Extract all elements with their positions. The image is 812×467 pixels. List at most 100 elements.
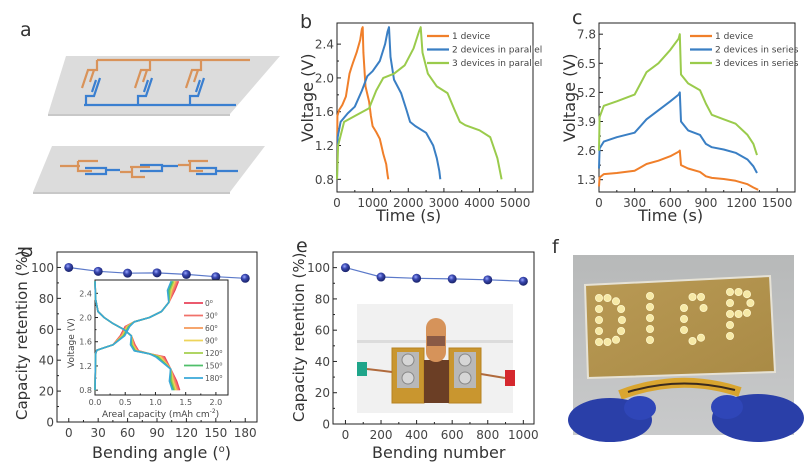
legend-label: 150o	[205, 362, 222, 371]
legend-label: 30o	[205, 312, 218, 321]
led	[726, 309, 735, 318]
series-b	[336, 26, 503, 180]
x-tick-label: 2000	[393, 196, 424, 210]
y-tick-label: 1.2	[315, 139, 334, 153]
legend-label: 90o	[205, 337, 218, 346]
led	[612, 335, 621, 344]
legend-label: 60o	[205, 324, 218, 333]
series-line-1	[598, 149, 759, 191]
x-tick-label: 120	[175, 426, 198, 440]
x-tick-label: 600	[441, 428, 464, 442]
y-tick-label: 60	[315, 324, 330, 338]
x-axis-d: 0 30 60 90 120 150 180	[65, 418, 257, 440]
series-line-3	[336, 26, 503, 180]
y-axis-label-e: Capacity retention (%)	[290, 253, 308, 422]
data-point	[483, 275, 493, 285]
y-tick-label: 80	[315, 292, 330, 306]
led	[603, 293, 612, 302]
inset-x-axis-d: 0.0 0.5 1.0 1.5 2.0	[89, 392, 223, 407]
x-tick-label: 1000	[508, 428, 539, 442]
led	[699, 303, 708, 312]
data-point	[412, 273, 422, 283]
led	[595, 337, 604, 346]
series-d	[64, 262, 250, 283]
series-line-3	[598, 33, 758, 156]
led	[617, 304, 626, 313]
data-point	[376, 272, 386, 282]
led	[746, 298, 755, 307]
x-axis-label-d: Bending angle (o)	[92, 443, 231, 462]
x-tick-label: 90	[149, 426, 164, 440]
cathode-wiring	[80, 58, 250, 89]
plot-frame-c	[598, 22, 796, 193]
led	[726, 320, 735, 329]
legend-label: 2 devices in series	[715, 46, 799, 56]
led	[646, 335, 655, 344]
y-tick-label: 2.4	[79, 289, 92, 298]
panel-b: b 0.81.21.62.02.4 0 1000 2000 3000 4000 5000 …	[298, 11, 542, 225]
x-tick-label: 1.0	[149, 398, 162, 407]
parallel-diagram	[48, 56, 280, 116]
led	[726, 287, 735, 296]
series-line-2	[336, 26, 442, 180]
y-tick-label: 2.0	[315, 71, 334, 85]
panel-label-f: f	[552, 236, 560, 258]
x-tick-label: 0.0	[89, 398, 102, 407]
y-tick-label: 1.6	[315, 105, 334, 119]
legend-label: 3 devices in series	[715, 59, 799, 69]
data-point	[447, 274, 457, 284]
y-axis-d: 0 20 40 60 80 100	[31, 261, 61, 430]
y-tick-label: 1.2	[79, 362, 92, 371]
inset-x-axis-label-d: Areal capacity (mAh cm-2)	[102, 408, 219, 420]
data-point	[518, 276, 528, 286]
y-tick-label: 0.8	[315, 173, 334, 187]
legend-label: 1 device	[715, 32, 754, 42]
led	[734, 309, 743, 318]
led	[595, 304, 604, 313]
x-tick-label: 2.0	[210, 398, 223, 407]
series-c	[598, 33, 759, 191]
x-axis-label-b: Time (s)	[375, 206, 441, 225]
x-tick-label: 4000	[464, 196, 495, 210]
y-tick-label: 5.2	[577, 86, 596, 100]
led	[595, 293, 604, 302]
y-tick-label: 40	[315, 355, 330, 369]
series-diagram	[33, 146, 265, 194]
x-tick-label: 30	[91, 426, 106, 440]
inset-legend-d: 0o 30o 60o 90o 120o 150o 180o	[184, 299, 222, 383]
inset-frame-d	[94, 279, 229, 396]
led	[734, 287, 743, 296]
series-line-2	[598, 91, 758, 174]
y-tick-label: 0.8	[79, 386, 92, 395]
panel-c: c 1.32.63.95.26.57.8 0 300 600 900 1200 1500 …	[560, 7, 799, 225]
inset-y-axis-label-d: Voltage (V)	[67, 318, 77, 368]
legend-label: 2 devices in parallel	[452, 46, 542, 56]
panel-d: d 0 20 40 60 80 100 0 30 60 90 120 150 180 Bending …	[13, 246, 258, 462]
led	[688, 292, 697, 301]
panel-label-b: b	[300, 11, 312, 33]
led	[646, 302, 655, 311]
led	[743, 308, 752, 317]
data-point	[93, 266, 103, 276]
led	[726, 298, 735, 307]
led	[612, 297, 621, 306]
x-axis-label-e: Bending number	[372, 443, 506, 462]
x-tick-label: 300	[623, 196, 646, 210]
y-tick-label: 0	[322, 418, 330, 432]
led-array-dicp	[595, 287, 755, 346]
photo-f	[568, 255, 804, 442]
y-tick-label: 3.9	[577, 115, 596, 129]
legend-label: 1 device	[452, 32, 491, 42]
x-tick-label: 0	[333, 196, 341, 210]
led	[603, 337, 612, 346]
panel-label-d: d	[15, 246, 37, 258]
substrate-plane-bottom	[33, 146, 265, 192]
plot-frame-b	[336, 22, 534, 193]
led	[697, 333, 706, 342]
y-axis-b: 0.8 1.2 1.6 2.0 2.4	[315, 38, 341, 187]
led	[680, 303, 689, 312]
x-tick-label: 150	[204, 426, 227, 440]
x-tick-label: 0	[595, 196, 603, 210]
x-tick-label: 1.5	[179, 398, 192, 407]
